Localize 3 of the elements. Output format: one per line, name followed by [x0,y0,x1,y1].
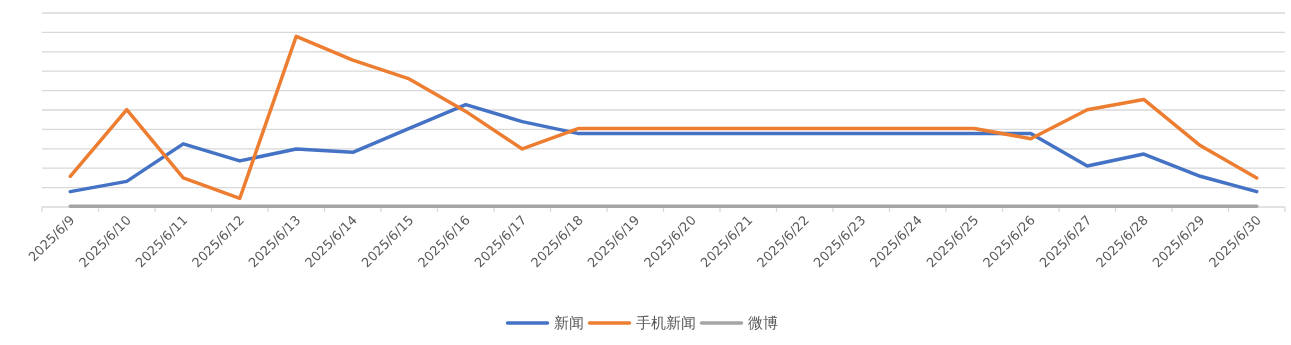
legend-label: 新闻 [553,314,584,332]
legend-label: 手机新闻 [635,314,696,332]
legend-label: 微博 [747,314,778,332]
